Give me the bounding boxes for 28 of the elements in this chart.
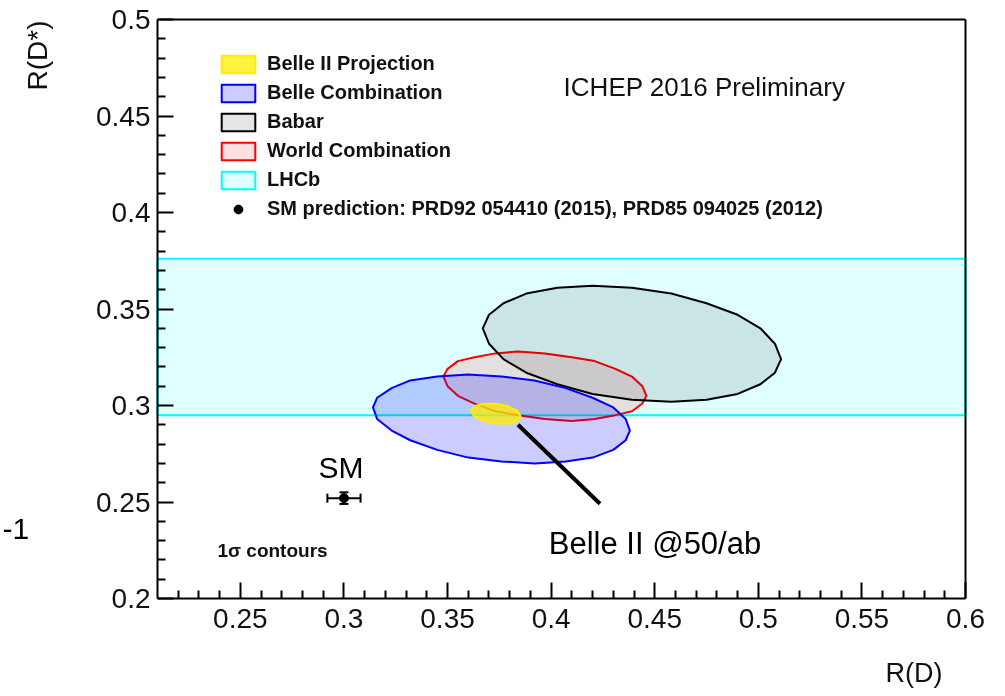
- legend-label: LHCb: [267, 168, 321, 191]
- x-axis-title: R(D): [885, 657, 943, 688]
- y-axis-title: R(D*): [22, 20, 53, 91]
- x-tick-label: 0.5: [738, 602, 778, 634]
- x-tick-label: 0.25: [213, 602, 268, 634]
- y-tick-label: 0.3: [111, 390, 151, 421]
- annotation: ICHEP 2016 Preliminary: [563, 71, 845, 102]
- legend-label: World Combination: [267, 139, 452, 162]
- annotation: SM: [318, 451, 364, 485]
- legend-label: Belle II Projection: [267, 52, 435, 75]
- y-tick-label: 0.4: [111, 197, 151, 228]
- x-tick-label: 0.45: [627, 602, 682, 634]
- y-tick-label: 0.35: [96, 293, 151, 325]
- x-tick-label: 0.55: [834, 602, 890, 634]
- annotation: Belle II @50/ab: [548, 526, 762, 562]
- legend-label: SM prediction: PRD92 054410 (2015), PRD85 094025 (2012): [267, 197, 823, 220]
- y-tick-label: 0.45: [96, 100, 151, 132]
- annotation: 1σ contours: [217, 540, 328, 561]
- x-tick-label: 0.35: [420, 602, 475, 634]
- x-tick-label: 0.6: [946, 602, 985, 634]
- x-tick-label: 0.3: [324, 602, 364, 634]
- x-tick-label: 0.4: [531, 602, 571, 634]
- text: -1: [2, 511, 30, 545]
- y-tick-label: 0.5: [111, 4, 151, 35]
- legend-label: Belle Combination: [267, 81, 443, 104]
- legend-label: Babar: [267, 110, 324, 133]
- y-tick-label: 0.2: [111, 583, 151, 614]
- y-tick-label: 0.25: [96, 486, 151, 518]
